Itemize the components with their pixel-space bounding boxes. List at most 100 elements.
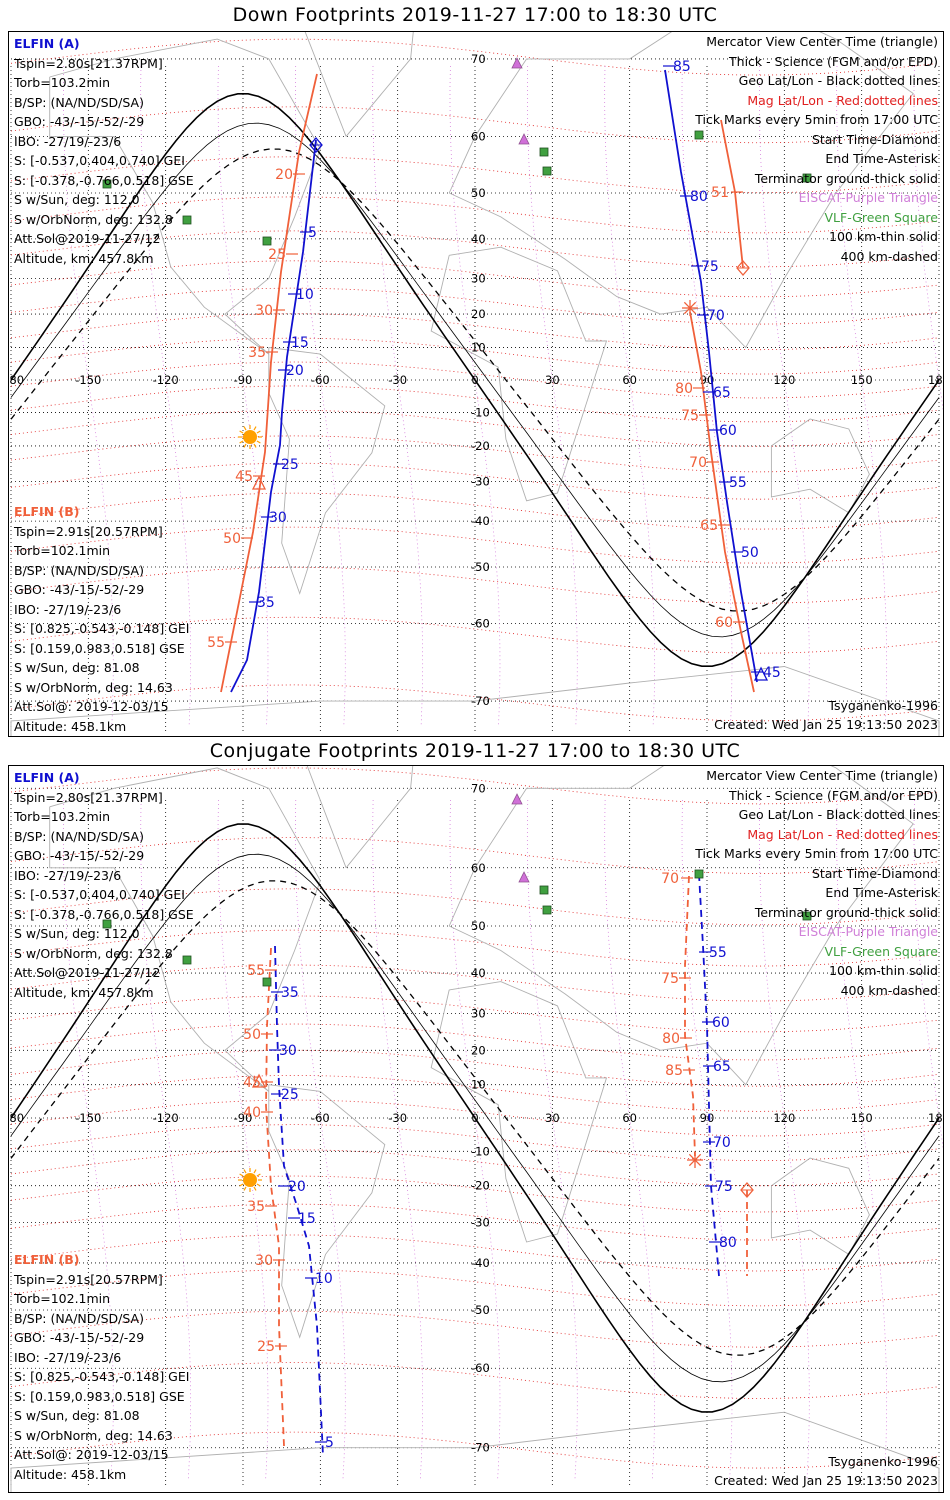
legend-geo: Geo Lat/Lon - Black dotted lines [738,807,938,822]
lat-axis-label: -20 [471,1179,490,1193]
mag-lat-line [10,995,940,1033]
elfin-b-line: Torb=102.1min [14,1291,111,1306]
eiscat-triangle-icon [511,793,523,805]
vlf-square-icon [182,215,192,225]
lon-axis-label: 150 [851,1111,873,1125]
track-tick-label: 65 [700,518,718,534]
legend-400km: 400 km-dashed [840,248,938,264]
elfin-b-line: B/SP: (NA/ND/SD/SA) [14,1310,144,1326]
mag-lat-line [10,1124,940,1162]
continent-outline [306,766,414,869]
elfin-a-line: Tspin=2.80s[21.37RPM] [14,55,163,71]
panel1-title: Down Footprints 2019-11-27 17:00 to 18:3… [232,4,718,26]
track-tick-label: 60 [719,423,737,439]
lat-axis-label: -10 [471,405,490,419]
lon-axis-label: -180 [9,1111,24,1125]
mag-lon-line [527,65,578,727]
elfin-b-line: Att.Sol@: 2019-12-03/15 [14,699,169,714]
elfin-a-header: ELFIN (A) [14,36,80,51]
elfin-a-line: Altitude, km: 457.8km [14,984,154,1000]
elfin-a-line: S: [-0.537,0.404,0.740] GEI [14,153,185,168]
elfin-a-line: Att.Sol@2019-11-27/12 [14,231,161,246]
mag-lat-line [10,684,940,722]
start-diamond-icon [740,1182,754,1198]
elfin-b-line: B/SP: (NA/ND/SD/SA) [14,562,144,578]
elfin-a-header: ELFIN (A) [14,770,80,785]
elfin-b-line: Altitude: 458.1km [14,1466,127,1482]
lat-axis-label: 10 [471,1078,486,1092]
mag-lat-line [10,1149,940,1187]
eiscat-triangle-icon [518,133,530,145]
vlf-square-icon [539,885,549,895]
elfin-a-line: S w/OrbNorm, deg: 132.8 [14,211,173,227]
lat-axis-label: -50 [471,560,490,574]
mag-lat-line [10,196,940,234]
mag-lat-line [10,888,940,926]
lat-axis-label: -10 [471,1144,490,1158]
mag-lon-line [449,65,501,727]
track-tick-label: 20 [286,363,304,379]
lon-axis-label: 30 [545,1111,560,1125]
mag-lat-line [10,106,940,144]
lon-axis-label: -150 [75,1111,101,1125]
elfin-a-line: Torb=103.2min [14,809,111,824]
track-tick-label: 65 [713,385,731,401]
lon-axis-label: -180 [9,373,24,387]
track-tick-label: 70 [707,308,725,324]
track-tick-label: 35 [257,595,275,611]
elfin-a-line: Tspin=2.80s[21.37RPM] [14,789,163,805]
mag-lat-line [10,287,940,325]
start-diamond-icon [309,137,323,153]
lat-axis-label: 60 [471,861,486,875]
continent-outline [430,981,608,1243]
lat-axis-label: 30 [471,271,486,285]
elfin-b-line: S w/OrbNorm, deg: 14.63 [14,679,173,695]
lat-axis-label: -60 [471,617,490,631]
elfin-a-line: S w/Sun, deg: 112.0 [14,926,140,941]
track-tick-label: 55 [709,945,727,961]
mag-lat-line [10,1234,940,1272]
continent-outline [49,38,321,355]
lon-axis-label: 180 [928,373,943,387]
legend-end: End Time-Asterisk [825,151,938,166]
elfin-a-line: S w/Sun, deg: 112.0 [14,192,140,207]
legend-terminator: Terminator ground-thick solid [754,904,938,920]
down-footprints-panel: -180-150-120-90-60-300306090120150180706… [8,31,944,737]
track-tick-label: 75 [701,259,719,275]
track-tick-label: 65 [713,1059,731,1075]
lat-axis-label: -30 [471,475,490,489]
lon-axis-label: 0 [471,373,478,387]
elfin-b-line: S: [0.159,0.983,0.518] GSE [14,1388,185,1404]
track-tick-label: 80 [690,189,708,205]
legend-mercator: Mercator View Center Time (triangle) [706,34,938,49]
elfin-a-line: Altitude, km: 457.8km [14,250,154,266]
track-tick-label: 5 [308,225,317,241]
track-tick-label: 5 [325,1435,334,1451]
mag-lat-line [10,1074,940,1112]
view-center-triangle-icon [251,1073,267,1088]
lat-axis-label: -20 [471,439,490,453]
elfin-a-line: Torb=103.2min [14,75,111,90]
lat-axis-label: 50 [471,919,486,933]
lat-axis-label: 20 [471,307,486,321]
mag-lon-line [681,65,733,727]
lon-axis-label: -120 [153,373,179,387]
mag-lat-line [10,1310,940,1348]
elfin-a-line: Att.Sol@2019-11-27/12 [14,965,161,980]
lon-axis-label: 90 [700,1111,715,1125]
legend: Mercator View Center Time (triangle) Thi… [695,766,938,1000]
elfin-b-header: ELFIN (B) [14,504,80,519]
eiscat-triangle-icon [518,871,530,883]
track-tick-label: 51 [711,185,729,201]
lat-axis-label: 30 [471,1007,486,1021]
track-tick-label: 70 [713,1135,731,1151]
track-tick-label: 75 [681,408,699,424]
track-tick-label: 55 [207,635,225,651]
elfin-b-line: S: [0.159,0.983,0.518] GSE [14,640,185,656]
lon-axis-label: 60 [622,373,637,387]
view-center-triangle-icon [753,666,769,681]
lon-axis-label: 120 [773,373,795,387]
track-tick-label: 15 [291,335,309,351]
track-tick-label: 35 [248,345,266,361]
end-asterisk-icon [687,1152,703,1168]
